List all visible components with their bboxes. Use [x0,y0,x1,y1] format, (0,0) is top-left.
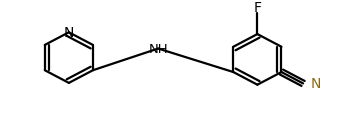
Text: NH: NH [148,43,168,56]
Text: N: N [311,77,321,91]
Text: F: F [253,1,261,15]
Text: N: N [64,26,74,40]
